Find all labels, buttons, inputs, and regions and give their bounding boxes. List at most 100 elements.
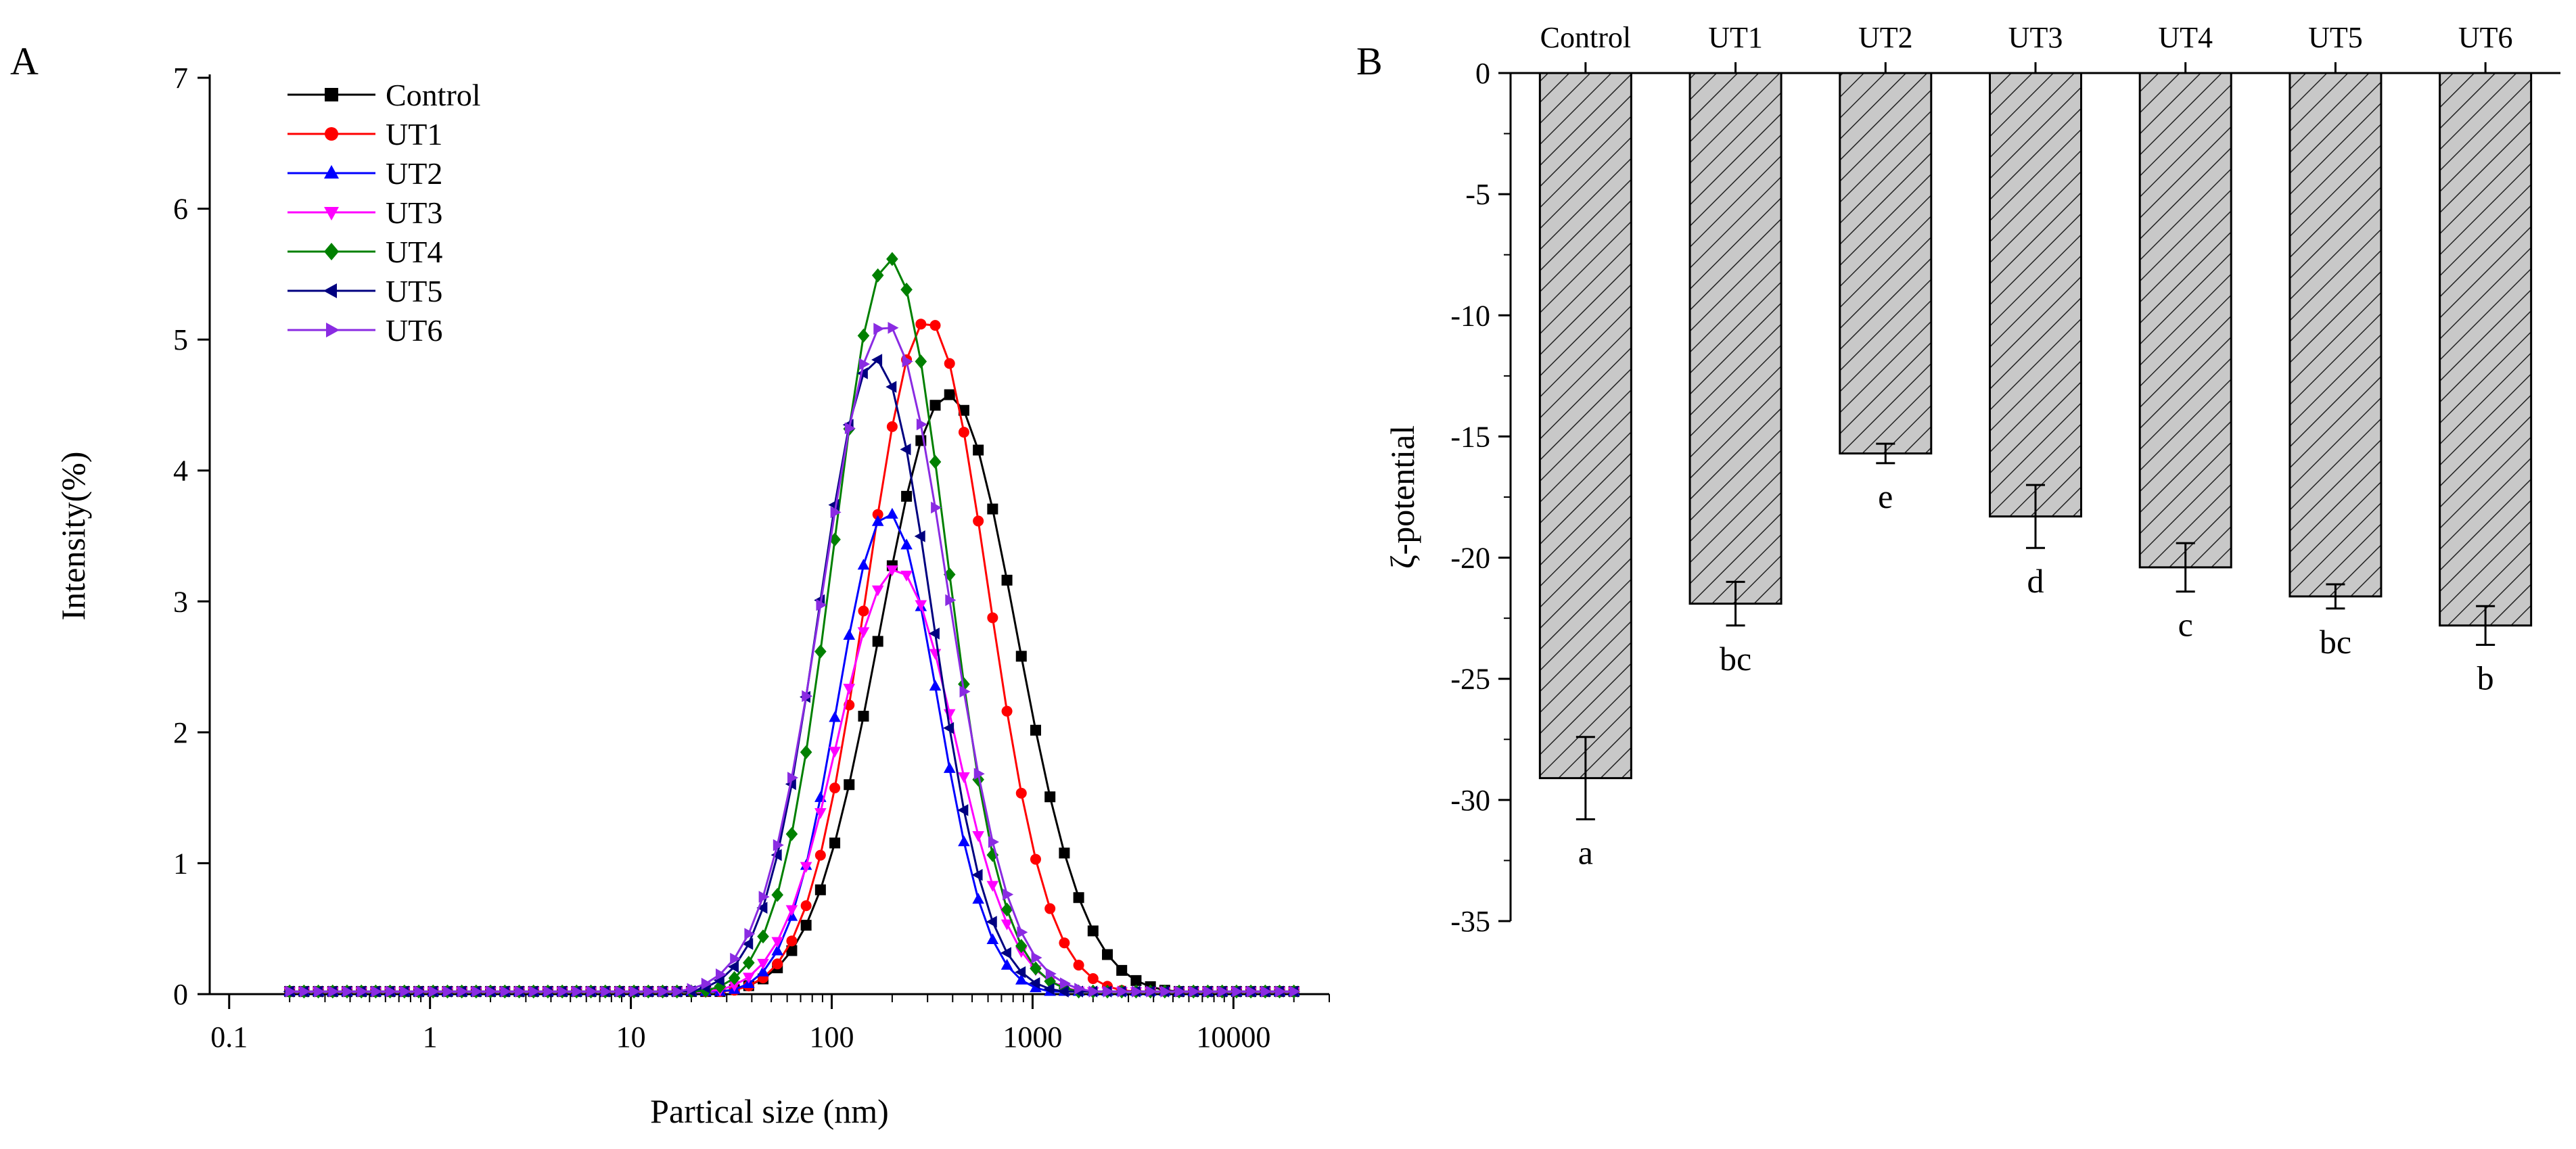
significance-label: bc <box>2320 623 2351 661</box>
legend-item-ut4: UT4 <box>288 235 442 269</box>
data-point <box>715 968 727 981</box>
data-point <box>929 320 941 331</box>
data-point <box>886 381 897 393</box>
data-point <box>814 849 826 861</box>
data-point <box>986 916 997 928</box>
data-point <box>786 945 798 956</box>
data-point <box>643 985 655 998</box>
data-point <box>299 985 310 998</box>
data-point <box>757 965 769 977</box>
data-point <box>1132 985 1143 998</box>
data-point <box>1015 973 1028 985</box>
series-ut6 <box>285 322 1301 998</box>
significance-label: c <box>2178 606 2193 644</box>
data-point <box>1203 985 1215 998</box>
data-point <box>829 782 841 794</box>
data-point <box>944 358 955 369</box>
data-point <box>586 985 598 998</box>
data-point <box>859 358 871 371</box>
data-point <box>943 761 956 773</box>
significance-label: d <box>2027 562 2044 600</box>
data-point <box>871 515 884 526</box>
data-point <box>730 952 741 965</box>
data-point <box>342 985 354 998</box>
legend-item-ut6: UT6 <box>288 313 442 348</box>
data-point <box>814 807 827 819</box>
chart-a-y-tick-label: 0 <box>173 978 188 1011</box>
bar <box>1989 72 2082 518</box>
data-point <box>972 831 984 843</box>
category-label: UT1 <box>1708 21 1763 54</box>
data-point <box>771 887 784 902</box>
data-point <box>1017 926 1028 939</box>
chart-a-x-tick-label: 1000 <box>1003 1021 1062 1054</box>
data-point <box>743 972 755 984</box>
legend-label: UT3 <box>386 195 442 230</box>
data-point <box>486 985 497 998</box>
series-ut5 <box>283 354 1299 998</box>
bar-group-ut3: d <box>1989 72 2082 600</box>
data-point <box>1116 964 1128 976</box>
data-point <box>857 627 870 638</box>
chart-a-legend: Control UT1 UT2 UT3 UT4 UT5 UT6 <box>288 78 481 348</box>
legend-label: UT5 <box>386 274 442 308</box>
data-point <box>800 920 812 931</box>
data-point <box>1103 985 1114 998</box>
data-point <box>1044 903 1056 914</box>
data-point <box>543 985 555 998</box>
data-point <box>629 985 641 998</box>
data-point <box>314 985 325 998</box>
data-point <box>386 985 397 998</box>
data-point <box>1015 939 1028 954</box>
data-point <box>830 506 842 519</box>
chart-a-x-tick-label: 10 <box>616 1021 646 1054</box>
data-point <box>871 268 884 283</box>
data-point <box>701 977 712 990</box>
category-label: UT5 <box>2308 21 2363 54</box>
data-point <box>829 711 841 722</box>
data-point <box>728 960 739 973</box>
data-point <box>1030 724 1041 736</box>
data-point <box>902 355 913 368</box>
data-point <box>931 501 942 514</box>
data-point <box>1087 925 1099 937</box>
chart-a-x-tick-label: 1 <box>423 1021 438 1054</box>
chart-a-x-axis-label: Partical size (nm) <box>650 1092 889 1130</box>
data-point <box>959 685 971 698</box>
data-point <box>457 985 469 998</box>
data-point <box>785 826 798 841</box>
data-point <box>987 612 998 624</box>
chart-a-y-axis-label: Intensity(%) <box>54 452 92 621</box>
data-point <box>915 319 927 330</box>
chart-b-y-axis-label: ζ-potential <box>1383 425 1421 569</box>
data-point <box>1001 919 1013 931</box>
data-point <box>914 530 925 542</box>
data-point <box>728 970 741 985</box>
data-point <box>814 644 827 659</box>
data-point <box>786 935 798 947</box>
data-point <box>916 418 927 431</box>
chart-a-y-tick-label: 7 <box>173 62 188 95</box>
data-point <box>958 427 969 438</box>
chart-b-y-tick-label: -5 <box>1465 178 1490 211</box>
data-point <box>843 629 856 640</box>
data-point <box>1057 985 1069 998</box>
data-point <box>785 905 798 916</box>
bar <box>1538 72 1632 780</box>
data-point <box>572 985 583 998</box>
significance-label: bc <box>1720 640 1751 678</box>
data-point <box>757 958 769 970</box>
legend-label: UT1 <box>386 117 442 151</box>
data-point <box>615 985 626 998</box>
data-point <box>1044 791 1056 803</box>
bar <box>2439 72 2533 627</box>
data-point <box>1001 958 1013 970</box>
data-point <box>943 709 956 720</box>
data-point <box>1146 985 1157 998</box>
data-point <box>1260 985 1272 998</box>
data-point <box>324 243 339 260</box>
category-label: UT2 <box>1858 21 1913 54</box>
data-point <box>1001 574 1013 586</box>
data-point <box>873 323 885 335</box>
data-point <box>928 627 940 640</box>
